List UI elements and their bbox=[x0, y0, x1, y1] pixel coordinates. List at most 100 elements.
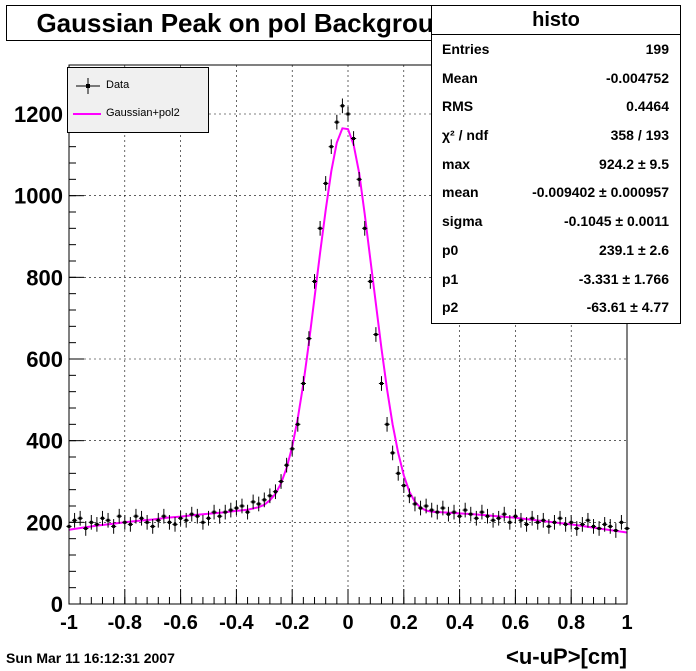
data-point bbox=[328, 139, 334, 155]
chart-title: Gaussian Peak on pol Background bbox=[6, 5, 496, 41]
y-tick-label: 1200 bbox=[14, 102, 63, 127]
data-point bbox=[105, 512, 111, 528]
stats-value: -0.1045 ± 0.0011 bbox=[564, 213, 669, 230]
data-point bbox=[239, 498, 245, 514]
data-point bbox=[423, 498, 429, 514]
data-point bbox=[406, 488, 412, 504]
data-point bbox=[445, 506, 452, 522]
stats-value: 199 bbox=[645, 41, 669, 57]
data-point bbox=[557, 510, 563, 526]
data-point bbox=[127, 517, 133, 532]
stats-row: RMS 0.4464 bbox=[432, 92, 680, 121]
data-point bbox=[462, 502, 468, 518]
stats-row: Entries 199 bbox=[432, 35, 680, 64]
data-point bbox=[200, 514, 206, 530]
legend-data-marker bbox=[76, 78, 100, 94]
fit-curve bbox=[68, 127, 628, 534]
data-point bbox=[540, 512, 546, 528]
data-point bbox=[217, 508, 223, 524]
data-point bbox=[233, 500, 239, 516]
stats-value: -3.331 ± 1.766 bbox=[578, 270, 669, 287]
data-point bbox=[267, 488, 273, 504]
tick-labels: -1 -0.8 -0.6 -0.4 -0.2 0 0.2 0.4 0.6 0.8 1 0 200 400 6… bbox=[14, 102, 633, 634]
stats-value: -0.009402 ± 0.000957 bbox=[532, 184, 669, 201]
data-point bbox=[529, 510, 535, 526]
data-point bbox=[228, 502, 234, 518]
data-point bbox=[211, 504, 217, 520]
data-point bbox=[272, 484, 279, 500]
stats-value: 358 / 193 bbox=[610, 127, 669, 144]
stats-key: Entries bbox=[442, 41, 490, 57]
data-point bbox=[473, 510, 479, 526]
data-point bbox=[451, 504, 457, 520]
chart-title-text: Gaussian Peak on pol Background bbox=[36, 7, 466, 38]
stats-row: max 924.2 ± 9.5 bbox=[432, 150, 680, 179]
data-point bbox=[339, 98, 346, 114]
data-point bbox=[122, 514, 128, 530]
stats-row: mean -0.009402 ± 0.000957 bbox=[432, 178, 680, 207]
y-tick-label: 600 bbox=[26, 347, 63, 372]
stats-key: Mean bbox=[442, 69, 478, 86]
data-point bbox=[317, 220, 323, 236]
stats-value: -0.004752 bbox=[605, 69, 669, 86]
timestamp: Sun Mar 11 16:12:31 2007 bbox=[6, 650, 175, 666]
y-tick-label: 200 bbox=[26, 510, 63, 535]
stats-row: sigma -0.1045 ± 0.0011 bbox=[432, 207, 680, 236]
data-point bbox=[378, 376, 385, 391]
data-point bbox=[535, 514, 541, 530]
data-points bbox=[66, 98, 630, 538]
x-axis-label: <u-uP>[cm] bbox=[506, 644, 627, 669]
legend-item-fit: Gaussian+pol2 bbox=[68, 104, 208, 124]
data-point bbox=[155, 512, 161, 528]
data-point bbox=[83, 521, 89, 536]
data-point bbox=[384, 416, 390, 432]
data-point bbox=[116, 508, 122, 524]
data-point bbox=[401, 478, 407, 493]
data-point bbox=[602, 517, 608, 532]
data-point bbox=[479, 504, 485, 520]
data-point bbox=[484, 508, 491, 524]
data-point bbox=[590, 519, 597, 534]
data-point bbox=[518, 512, 524, 528]
data-point bbox=[345, 106, 351, 122]
data-point bbox=[440, 500, 446, 516]
axis-ticks bbox=[68, 64, 628, 605]
data-point bbox=[551, 514, 558, 530]
data-point bbox=[468, 506, 474, 522]
data-point bbox=[99, 510, 106, 526]
data-point bbox=[496, 510, 502, 526]
data-point bbox=[412, 496, 418, 512]
stats-row: p0 239.1 ± 2.6 bbox=[432, 236, 680, 265]
legend: Data Gaussian+pol2 bbox=[67, 67, 209, 133]
stats-value: 0.4464 bbox=[626, 98, 669, 115]
legend-fit-label: Gaussian+pol2 bbox=[106, 107, 180, 119]
x-tick-label: -0.2 bbox=[275, 612, 309, 634]
stats-row: p2 -63.61 ± 4.77 bbox=[432, 293, 680, 322]
stats-title: histo bbox=[432, 6, 680, 35]
data-point bbox=[183, 512, 189, 528]
data-point bbox=[166, 514, 173, 530]
data-point bbox=[178, 510, 184, 526]
stats-box: histo Entries 199 Mean -0.004752 RMS 0.4464 χ²… bbox=[431, 5, 681, 324]
data-point bbox=[172, 517, 178, 532]
stats-key: sigma bbox=[442, 213, 483, 230]
data-point bbox=[311, 274, 318, 289]
y-tick-label: 1000 bbox=[14, 184, 63, 209]
legend-data-label: Data bbox=[106, 79, 130, 91]
y-tick-label: 800 bbox=[26, 265, 63, 290]
x-tick-label: -1 bbox=[60, 612, 78, 634]
data-point bbox=[194, 508, 200, 524]
stats-key: p1 bbox=[442, 270, 459, 287]
data-point bbox=[289, 441, 295, 457]
stats-key: max bbox=[442, 155, 471, 172]
data-point bbox=[373, 327, 379, 342]
data-point bbox=[71, 512, 78, 528]
data-point bbox=[523, 517, 530, 532]
stats-row: Mean -0.004752 bbox=[432, 64, 680, 93]
data-point bbox=[356, 171, 362, 187]
data-point bbox=[574, 521, 580, 536]
data-point bbox=[457, 508, 463, 524]
data-point bbox=[306, 331, 312, 346]
stats-value: 924.2 ± 9.5 bbox=[599, 155, 669, 172]
data-point bbox=[618, 514, 625, 530]
